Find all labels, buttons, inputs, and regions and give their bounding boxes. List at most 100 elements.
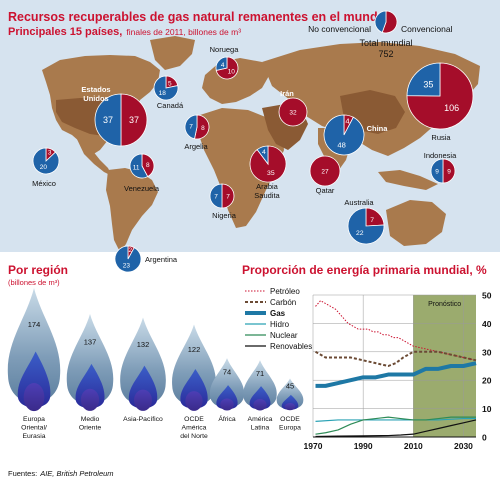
country-label-noruega: Noruega [210, 45, 240, 54]
series-line-renovables [315, 419, 477, 438]
sources-value: AIE, British Petroleum [39, 469, 113, 478]
pie-arabia-saudita: 4 35 [249, 145, 287, 183]
pie-legend [374, 10, 398, 34]
country-label-canada: Canadá [157, 101, 184, 110]
country-label-mexico: México [32, 179, 56, 188]
flame-america-latina: 71 América Latina [243, 360, 277, 432]
pie-label-conventional-estados-unidos: 37 [129, 115, 139, 125]
flame-core [134, 389, 152, 411]
y-tick-label: 40 [482, 319, 492, 329]
region-title: Por región [8, 263, 68, 277]
map-title: Recursos recuperables de gas natural rem… [8, 10, 386, 24]
pie-label-non-conventional-indonesia: 9 [435, 168, 439, 175]
pie-canada: 185 [153, 75, 179, 101]
y-tick-label: 30 [482, 347, 492, 357]
pie-mexico: 203 [32, 147, 60, 175]
pie-label-conventional-indonesia: 9 [447, 168, 451, 175]
pie-label-non-conventional-canada: 18 [159, 90, 167, 97]
pie-australia: 22 7 [347, 207, 385, 245]
flame-africa: 74 África [209, 358, 245, 423]
pie-label-iran: 32 [289, 109, 297, 116]
pie-label-conventional-rusia: 106 [444, 103, 459, 113]
flame-europa-oriental-eurasia: 174 Europa Oriental/Eurasia [7, 288, 61, 440]
legend-label-gas: Gas [270, 309, 286, 318]
flame-core [284, 403, 296, 411]
flame-core [185, 391, 203, 411]
pie-label-non-conventional-venezuela: 11 [133, 165, 140, 172]
flame-outer [209, 358, 245, 408]
flame-category-label: Eurasia [22, 433, 45, 440]
country-label-iran: Irán [280, 89, 294, 98]
line-chart-title: Proporción de energía primaria mundial, … [242, 263, 487, 277]
flame-outer [7, 288, 61, 403]
pie-label-conventional-china: 4 [345, 117, 349, 126]
pie-slice-conventional-legend [381, 10, 398, 34]
pie-slice-non-conventional-china [323, 114, 365, 156]
x-tick-label: 1990 [354, 441, 373, 451]
region-flames: 174 Europa Oriental/Eurasia 137 Medio Oriente… [7, 288, 304, 440]
flame-category-label: África [218, 414, 236, 423]
country-label-argentina: Argentina [145, 255, 178, 264]
series-line-nuclear [315, 416, 476, 435]
x-tick-label: 2030 [454, 441, 473, 451]
pie-label-conventional-nigeria: 7 [226, 193, 230, 200]
legend-label-nuclear: Nuclear [270, 331, 298, 340]
region-subtitle: (billones de m³) [8, 278, 60, 287]
pie-slice-non-conventional-nigeria [209, 183, 223, 209]
flame-value: 71 [256, 369, 264, 378]
pie-slice-non-conventional-argelia [184, 114, 198, 140]
country-label-estados-unidos: Estados [81, 85, 110, 94]
pie-label-conventional-argentina: 2 [129, 247, 133, 254]
central-america-land [75, 135, 112, 176]
australia-land [386, 200, 446, 246]
pie-label-non-conventional-australia: 22 [356, 230, 364, 237]
y-tick-label: 20 [482, 376, 492, 386]
flame-value: 74 [223, 368, 231, 377]
greenland-land [150, 36, 195, 70]
map-subtitle-main: Principales 15 países, [8, 26, 122, 38]
sources-label: Fuentes: [8, 469, 37, 478]
pie-label-conventional-noruega: 10 [228, 69, 236, 76]
pie-rusia: 35 106 [406, 62, 474, 130]
pie-estados-unidos: 37 37 [94, 93, 148, 147]
pie-slice-non-conventional-arabia-saudita [256, 145, 269, 166]
flame-value: 45 [286, 382, 294, 391]
flame-category-label: Asia-Pacífico [123, 416, 163, 423]
country-label-china: China [367, 124, 389, 133]
map-subtitle-detail: finales de 2011, billones de m³ [126, 27, 241, 37]
country-label-arabia-saudita: Arabia [256, 182, 279, 191]
pie-label-non-conventional-mexico: 20 [40, 164, 48, 171]
flame-category-label: América [248, 416, 273, 423]
legend-total-label: Total mundial [359, 38, 412, 48]
pie-label-non-conventional-noruega: 4 [221, 62, 225, 69]
legend-non-conventional: No convencional [308, 24, 371, 34]
africa-land [198, 108, 284, 228]
flame-asia-pacifico: 132 Asia-Pacífico [120, 317, 166, 423]
flame-medio-oriente: 137 Medio Oriente [66, 313, 114, 432]
legend-label-carbon: Carbón [270, 298, 296, 307]
flame-category-label: Europa [23, 416, 45, 423]
y-tick-label: 0 [482, 433, 487, 443]
indonesia-land [378, 170, 438, 190]
flame-category-label: del Norte [180, 433, 208, 440]
pie-slice-conventional-indonesia [442, 158, 456, 184]
legend-label-petroleo: Petróleo [270, 287, 300, 296]
pie-label-non-conventional-arabia-saudita: 4 [262, 149, 266, 156]
pie-slice-non-conventional-estados-unidos [94, 93, 122, 147]
flame-outer [120, 317, 166, 406]
pie-slice-non-conventional-argentina [114, 245, 142, 273]
pie-label-non-conventional-rusia: 35 [423, 79, 433, 89]
pie-label-conventional-venezuela: 8 [146, 162, 150, 169]
country-label-estados-unidos: Unidos [83, 94, 108, 103]
pie-slice-non-conventional-rusia [406, 62, 441, 97]
flame-outer [172, 324, 216, 406]
pie-slice-non-conventional-indonesia [430, 158, 444, 184]
country-label-australia: Australia [344, 198, 374, 207]
series-line-petroleo [315, 300, 477, 361]
legend-label-renovables: Renovables [270, 342, 312, 351]
